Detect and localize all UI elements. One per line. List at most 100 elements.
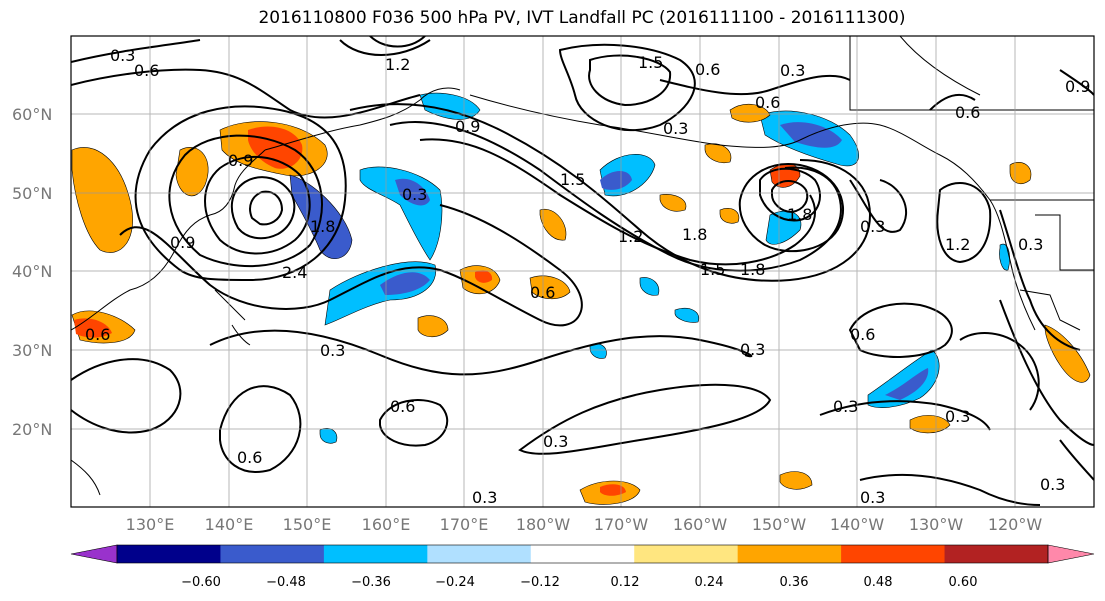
contour-label: 0.6: [850, 325, 875, 344]
contour-line: [848, 302, 953, 358]
lon-label: 140°W: [830, 515, 885, 534]
contour-label: 0.3: [780, 61, 805, 80]
contour-label: 0.6: [134, 61, 159, 80]
colorbar-segment: [220, 545, 325, 563]
shading-patch: [71, 147, 133, 253]
contour-line: [738, 163, 845, 253]
lon-label: 180°W: [516, 515, 571, 534]
shading-patch: [600, 171, 632, 190]
colorbar-extend-high: [1047, 544, 1095, 564]
contour-label: 1.8: [310, 217, 335, 236]
coastlines: [71, 36, 1094, 496]
lon-label: 130°E: [126, 515, 175, 534]
colorbar-tick-label: 0.48: [864, 575, 893, 590]
colorbar-segment: [737, 545, 842, 563]
contour-line: [339, 39, 431, 56]
contour-label: 0.3: [740, 340, 765, 359]
contour-label: 0.9: [228, 151, 253, 170]
contour-line: [859, 473, 1041, 506]
shading-patch: [674, 308, 700, 323]
contour-line: [659, 74, 851, 96]
colorbar-frame: [116, 544, 1049, 564]
contour-line: [71, 68, 421, 119]
contour-line: [518, 383, 772, 455]
coastline: [799, 122, 1036, 331]
colorbar-tick-label: 0.60: [949, 575, 978, 590]
lon-label: 170°W: [594, 515, 649, 534]
contour-line: [419, 138, 816, 266]
gridlines: [71, 36, 1094, 507]
shading-patch: [74, 318, 112, 338]
contour-line: [959, 332, 1040, 411]
contour-label: 1.5: [560, 170, 585, 189]
colorbar-segment: [323, 545, 428, 563]
contour-label: 1.5: [700, 260, 725, 279]
contour-line: [168, 134, 323, 268]
lon-label: 150°E: [283, 515, 332, 534]
contour-label: 0.3: [472, 488, 497, 507]
contour-line: [771, 180, 809, 214]
colorbar: [70, 544, 1095, 564]
shading-patch: [529, 275, 571, 300]
contour-line: [1059, 69, 1094, 96]
shading-patch: [779, 471, 813, 490]
lon-label: 140°E: [205, 515, 254, 534]
shading-patch: [659, 194, 687, 212]
contour-label: 0.3: [543, 432, 568, 451]
contour-label: 1.2: [945, 235, 970, 254]
shading-patch: [600, 484, 626, 496]
contour-label: 0.6: [955, 103, 980, 122]
contour-line: [249, 190, 284, 226]
contour-line: [558, 43, 696, 132]
lat-label: 20°N: [12, 420, 52, 439]
coastline: [231, 324, 251, 346]
contour-label: 0.6: [237, 448, 262, 467]
shading-patch: [417, 315, 449, 338]
lon-label: 160°W: [673, 515, 728, 534]
contour-label: 0.3: [860, 488, 885, 507]
coastline: [849, 36, 1094, 111]
colorbar-ticks: −0.60 −0.48 −0.36 −0.24 −0.12 0.12 0.24 …: [181, 575, 977, 590]
coastline: [1019, 289, 1081, 331]
coastline: [469, 94, 801, 148]
colorbar-segment: [944, 545, 1049, 563]
lon-label: 120°W: [988, 515, 1043, 534]
shading-patch: [719, 208, 740, 224]
lat-label: 60°N: [12, 105, 52, 124]
contour-label: 0.6: [530, 283, 555, 302]
shading-patch: [867, 349, 940, 408]
contour-line: [389, 121, 842, 272]
contour-labels: 0.3 0.6 1.2 1.5 0.6 0.3 0.6 0.3 0.9 1.5 …: [85, 46, 1090, 507]
colorbar-tick-label: −0.48: [266, 575, 306, 590]
shading-patch: [419, 92, 481, 120]
contour-line: [119, 204, 583, 327]
contour-line: [849, 179, 907, 233]
lon-label: 150°W: [752, 515, 807, 534]
shading-patch: [639, 277, 660, 296]
coastline: [71, 459, 101, 496]
contour-line: [204, 155, 311, 255]
contour-label: 0.9: [170, 233, 195, 252]
contour-label: 0.3: [1018, 235, 1043, 254]
shading-patch: [475, 270, 493, 283]
contour-label: 0.6: [695, 60, 720, 79]
contour-line: [209, 329, 753, 376]
contour-line: [999, 299, 1094, 446]
contour-label: 1.5: [638, 53, 663, 72]
shading-patch: [885, 368, 929, 400]
contour-line: [369, 36, 426, 48]
contour-label: 0.6: [85, 325, 110, 344]
map-frame: [70, 35, 1095, 508]
contour-label: 0.3: [110, 46, 135, 65]
lon-label: 160°E: [362, 515, 411, 534]
coastline: [214, 289, 246, 321]
colorbar-extend-low: [70, 544, 118, 564]
contour-line: [759, 167, 821, 222]
colorbar-segment: [634, 545, 739, 563]
contour-label: 0.3: [402, 185, 427, 204]
contour-label: 1.8: [787, 205, 812, 224]
contour-label: 0.3: [945, 407, 970, 426]
contour-label: 0.3: [833, 397, 858, 416]
contour-label: 1.2: [618, 227, 643, 246]
